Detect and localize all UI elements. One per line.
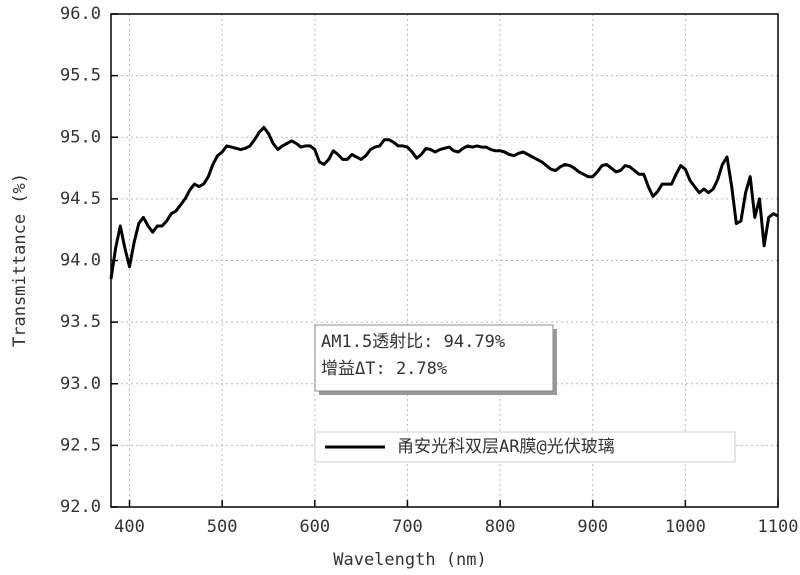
- data-line: [109, 125, 779, 280]
- plot-frame: [110, 13, 779, 508]
- annotation: 增益ΔT: 2.78%: [321, 359, 447, 379]
- y-tick-label: 93.0: [60, 374, 101, 394]
- x-axis-label: Wavelength (nm): [333, 550, 487, 570]
- y-tick-label: 92.5: [60, 435, 101, 455]
- x-tick-label: 700: [392, 517, 423, 537]
- x-tick-label: 400: [114, 517, 145, 537]
- y-tick-label: 95.0: [60, 127, 101, 147]
- x-tick-label: 1100: [758, 517, 799, 537]
- legend-label: 甬安光科双层AR膜@光伏玻璃: [397, 437, 615, 457]
- y-tick-label: 93.5: [60, 312, 101, 332]
- y-axis-label: Transmittance (%): [10, 173, 30, 347]
- annotation: AM1.5透射比: 94.79%: [321, 332, 505, 352]
- x-tick-label: 800: [485, 517, 516, 537]
- x-tick-label: 600: [299, 517, 330, 537]
- x-tick-label: 1000: [665, 517, 706, 537]
- annotation-box: [314, 324, 554, 392]
- x-tick-label: 500: [207, 517, 238, 537]
- y-tick-label: 92.0: [60, 497, 101, 517]
- x-tick-label: 900: [577, 517, 608, 537]
- y-tick-label: 95.5: [60, 66, 101, 86]
- y-tick-label: 94.5: [60, 189, 101, 209]
- y-tick-label: 94.0: [60, 251, 101, 271]
- y-tick-label: 96.0: [60, 4, 101, 24]
